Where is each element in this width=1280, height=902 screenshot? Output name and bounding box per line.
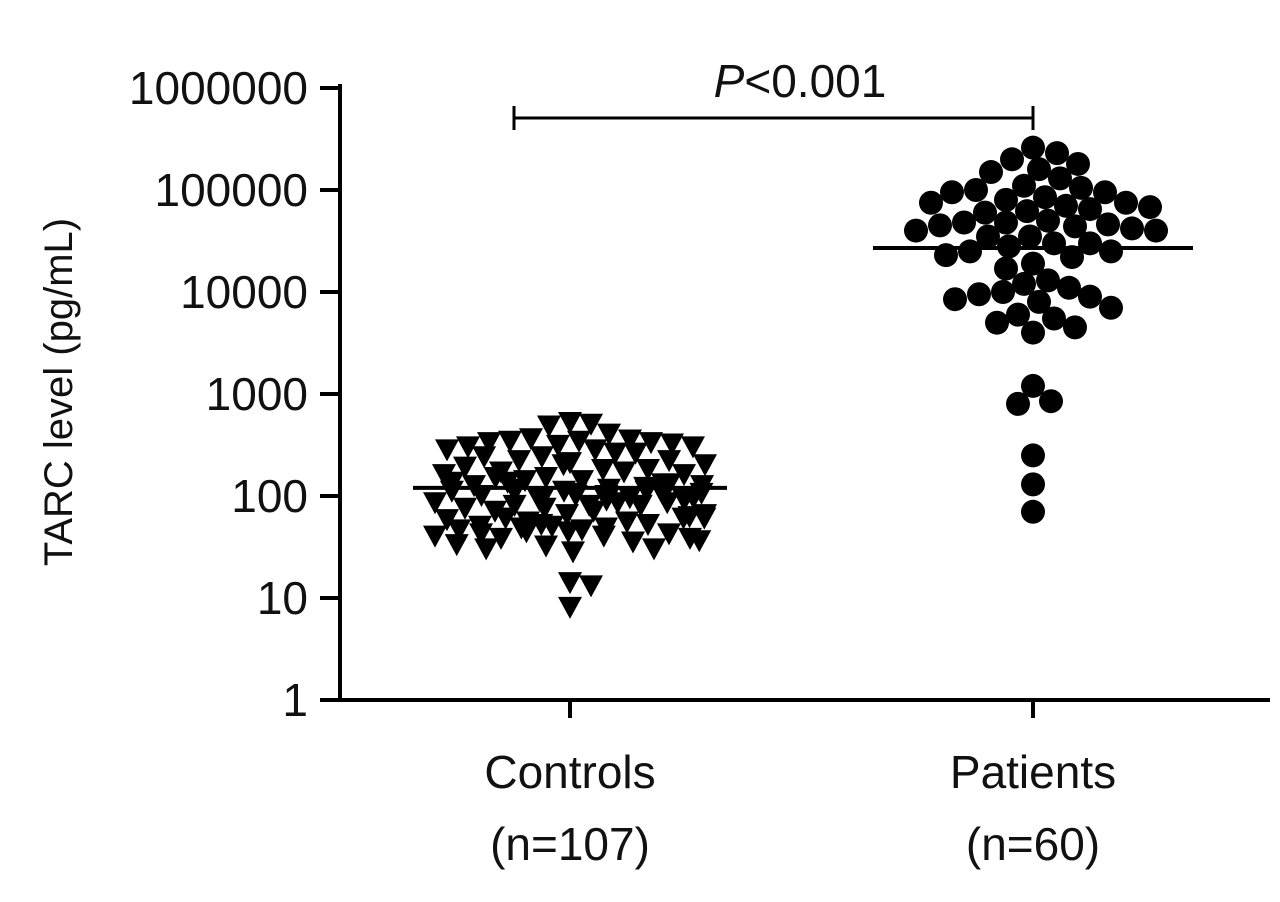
patient-point	[1006, 392, 1030, 416]
patient-point	[985, 311, 1009, 335]
control-point	[693, 454, 717, 476]
control-point	[558, 412, 582, 434]
significance-bracket	[514, 106, 1033, 130]
control-point	[445, 534, 469, 556]
patient-point	[973, 201, 997, 225]
patient-point	[1021, 321, 1045, 345]
patient-point	[940, 180, 964, 204]
patient-point	[1021, 472, 1045, 496]
patient-point	[1036, 268, 1060, 292]
patient-point	[919, 191, 943, 215]
control-point	[642, 538, 666, 560]
control-point	[621, 532, 645, 554]
patient-point	[1015, 199, 1039, 223]
control-point	[592, 526, 616, 548]
patient-point	[943, 287, 967, 311]
control-point	[615, 511, 639, 533]
y-tick-label: 1000000	[129, 62, 308, 114]
control-point	[474, 538, 498, 560]
patient-point	[1120, 216, 1144, 240]
control-point	[534, 535, 558, 557]
patient-point	[1099, 296, 1123, 320]
patient-point	[952, 211, 976, 235]
patient-point	[967, 282, 991, 306]
control-point	[534, 467, 558, 489]
patient-point	[1045, 141, 1069, 165]
data-points	[423, 136, 1168, 619]
patient-point	[1138, 195, 1162, 219]
patient-point	[1021, 443, 1045, 467]
control-point	[558, 572, 582, 594]
control-point	[498, 431, 522, 453]
control-point	[537, 416, 561, 438]
patient-point	[1144, 219, 1168, 243]
category-label: Patients	[950, 746, 1116, 798]
category-label: Controls	[484, 746, 655, 798]
patient-point	[1021, 136, 1045, 160]
y-tick-label: 100000	[155, 164, 309, 216]
y-axis-label: TARC level (pg/mL)	[37, 218, 81, 566]
x-axis: Controls (n=107) Patients (n=60)	[338, 700, 1270, 870]
y-tick-label: 100	[231, 470, 308, 522]
control-point	[558, 597, 582, 619]
patient-point	[1039, 389, 1063, 413]
patient-point	[1018, 225, 1042, 249]
p-value-label: P<0.001	[714, 55, 887, 107]
control-point	[591, 459, 615, 481]
patient-point	[904, 219, 928, 243]
y-tick-label: 10000	[180, 266, 308, 318]
y-tick-label: 1	[282, 674, 308, 726]
category-count-label: (n=107)	[490, 818, 650, 870]
control-point	[507, 450, 531, 472]
patient-point	[1078, 285, 1102, 309]
y-tick-label: 10	[257, 572, 308, 624]
control-point	[579, 575, 603, 597]
patient-point	[991, 280, 1015, 304]
patient-point	[958, 239, 982, 263]
patient-point	[1114, 191, 1138, 215]
control-point	[556, 521, 580, 543]
patient-point	[1036, 209, 1060, 233]
p-value-suffix: <0.001	[744, 55, 886, 107]
control-point	[561, 541, 585, 563]
patient-point	[1048, 166, 1072, 190]
y-axis: 1 10 100 1000 10000 100000 1000000	[129, 62, 340, 726]
patient-point	[1000, 147, 1024, 171]
patient-point	[1042, 306, 1066, 330]
patient-point	[928, 213, 952, 237]
y-tick-label: 1000	[206, 368, 308, 420]
patient-point	[994, 188, 1018, 212]
patient-point	[1099, 239, 1123, 263]
control-point	[530, 446, 554, 468]
category-count-label: (n=60)	[966, 818, 1100, 870]
patient-point	[1021, 500, 1045, 524]
patient-point	[1063, 315, 1087, 339]
control-point	[423, 526, 447, 548]
patient-point	[1096, 212, 1120, 236]
patient-point	[1057, 276, 1081, 300]
patient-point	[964, 178, 988, 202]
control-point	[692, 508, 716, 530]
p-value-prefix: P	[714, 55, 745, 107]
